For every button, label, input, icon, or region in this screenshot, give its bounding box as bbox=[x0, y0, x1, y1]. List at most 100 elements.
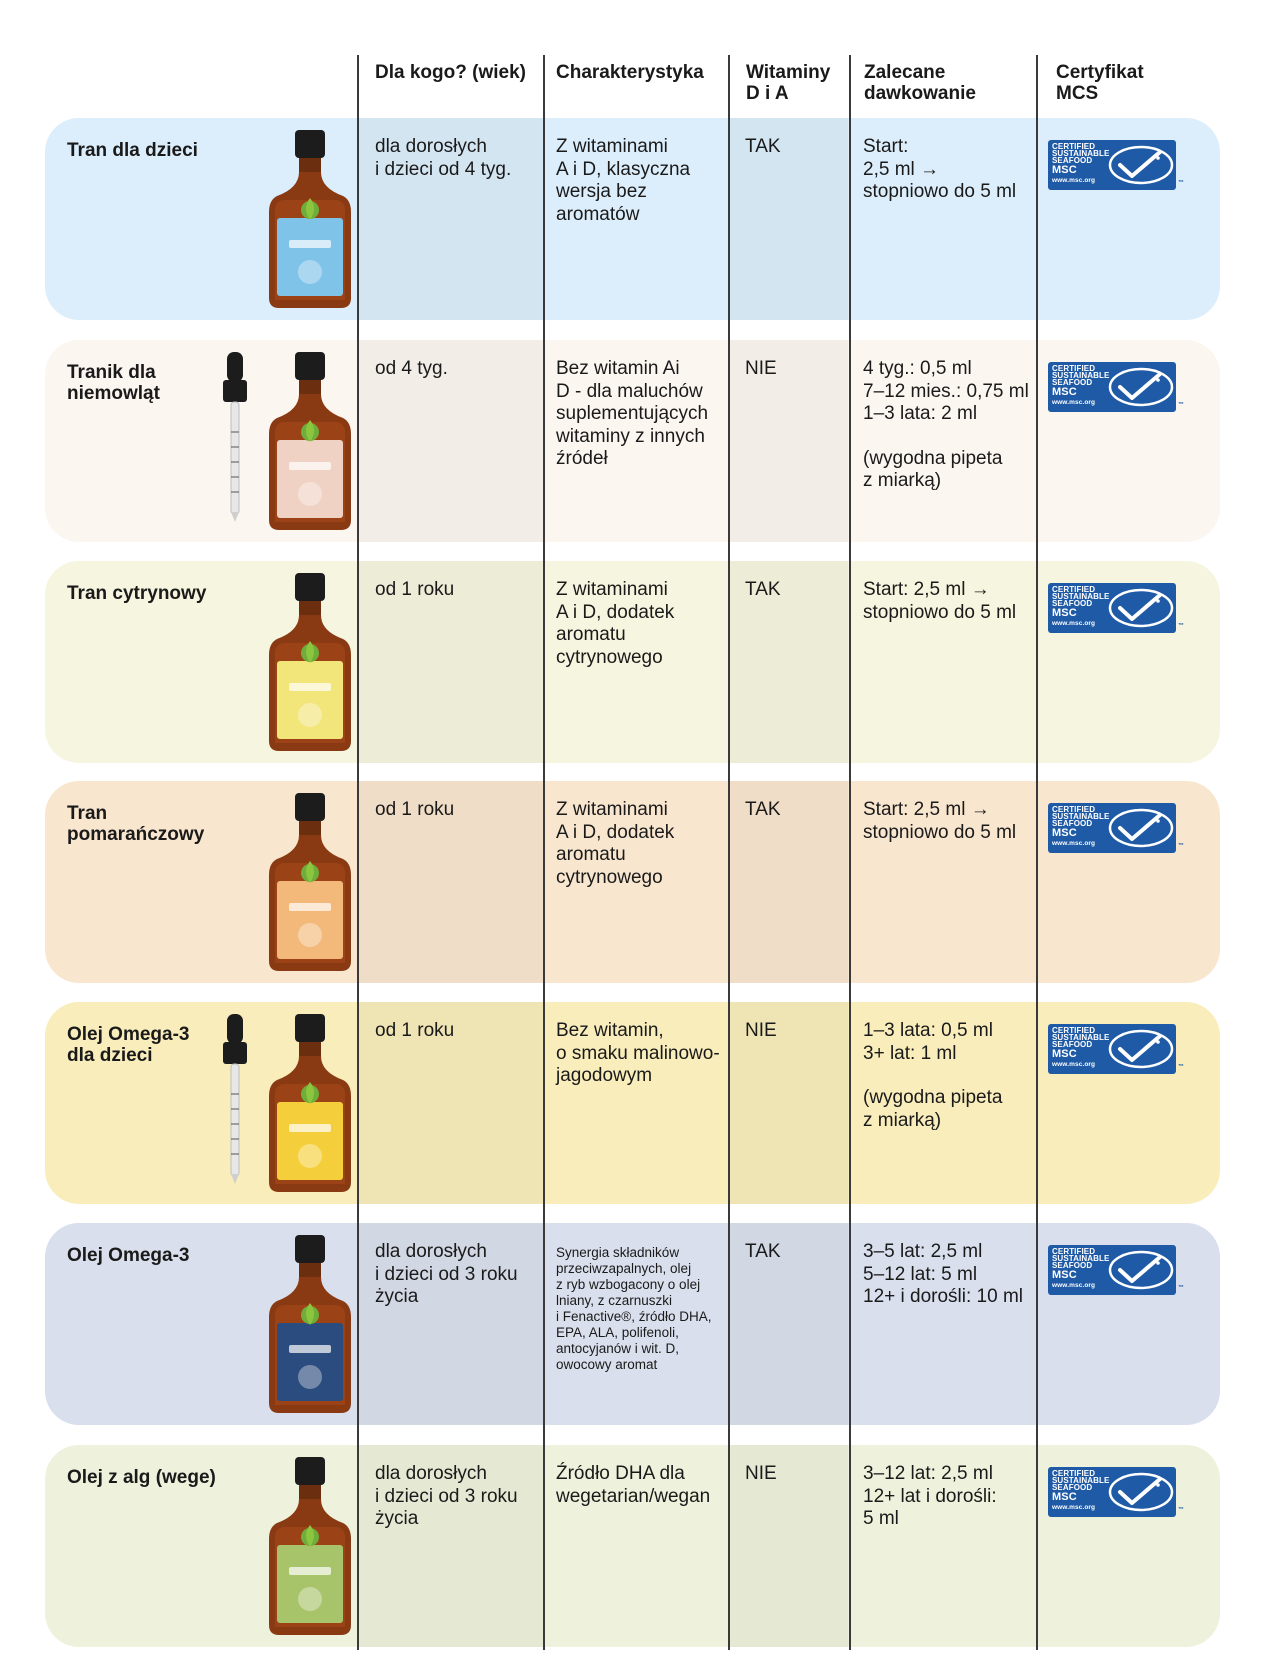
target-age-line: dla dorosłych bbox=[375, 1463, 487, 1484]
msc-logo: CERTIFIED SUSTAINABLE SEAFOOD MSC www.msc.or… bbox=[1048, 362, 1184, 416]
product-row: Olej z alg (wege) dla dorosłych i dzieci o… bbox=[45, 1445, 1220, 1647]
dosage-line: z miarką) bbox=[863, 470, 942, 491]
msc-logo-text: SUSTAINABLE bbox=[1052, 592, 1110, 601]
msc-logo-text: MSC bbox=[1052, 386, 1077, 398]
characteristics-line: cytrynowego bbox=[556, 646, 663, 668]
msc-logo-text: SEAFOOD bbox=[1052, 1040, 1093, 1049]
dosage-line: 12+ lat i dorośli: bbox=[863, 1485, 997, 1507]
characteristics: Z witaminami A i D, klasyczna wersja bez ar… bbox=[556, 136, 731, 226]
product-bottle-image bbox=[265, 573, 355, 753]
characteristics-line: antocyjanów i wit. D, bbox=[556, 1341, 680, 1356]
msc-fish-icon bbox=[1108, 808, 1174, 848]
target-age: od 4 tyg. bbox=[375, 358, 550, 381]
target-age-line: od 1 roku bbox=[375, 1020, 455, 1041]
msc-logo-text: SEAFOOD bbox=[1052, 378, 1093, 387]
characteristics: Bez witamin, o smaku malinowo-jagodowym bbox=[556, 1020, 731, 1088]
pipette-image bbox=[218, 1014, 252, 1184]
characteristics-line: A i D, klasyczna bbox=[556, 158, 691, 180]
column-divider bbox=[543, 55, 545, 1650]
product-name: Olej Omega-3 bbox=[67, 1245, 190, 1266]
msc-logo-text: MSC bbox=[1052, 1048, 1077, 1060]
dosage-line: 1–3 lata: 0,5 ml bbox=[863, 1020, 993, 1041]
characteristics-line: wegetarian/wegan bbox=[556, 1485, 711, 1507]
dosage-line: (wygodna pipeta bbox=[863, 1087, 1003, 1108]
dosage-line: 2,5 ml → bbox=[863, 158, 940, 180]
dosage-line: Start: 2,5 ml → bbox=[863, 799, 990, 820]
msc-trademark: ™ bbox=[1178, 1064, 1184, 1070]
characteristics-line: Bez witamin Ai bbox=[556, 358, 680, 379]
product-bottle-image bbox=[265, 352, 355, 532]
target-age-line: od 1 roku bbox=[375, 799, 455, 820]
dosage-line: 3+ lat: 1 ml bbox=[863, 1042, 957, 1064]
msc-logo-text: CERTIFIED bbox=[1052, 585, 1096, 594]
product-bottle-image bbox=[265, 1014, 355, 1194]
vitamins-value: TAK bbox=[745, 136, 781, 157]
column-divider bbox=[728, 55, 730, 1650]
msc-logo-text: SEAFOOD bbox=[1052, 599, 1093, 608]
dosage: 4 tyg.: 0,5 ml 7–12 mies.: 0,75 ml 1–3 lat… bbox=[863, 358, 1043, 493]
vitamins-value: TAK bbox=[745, 799, 781, 820]
msc-fish-icon bbox=[1108, 1029, 1174, 1069]
target-age-line: od 4 tyg. bbox=[375, 358, 448, 379]
msc-logo-text: SUSTAINABLE bbox=[1052, 149, 1110, 158]
msc-logo-text: SEAFOOD bbox=[1052, 156, 1093, 165]
dosage: Start: 2,5 ml → stopniowo do 5 ml bbox=[863, 136, 1043, 204]
vitamins-value: NIE bbox=[745, 1463, 777, 1484]
dosage-line: stopniowo do 5 ml bbox=[863, 181, 1017, 202]
dosage-line: 12+ i dorośli: 10 ml bbox=[863, 1286, 1023, 1307]
msc-trademark: ™ bbox=[1178, 1285, 1184, 1291]
msc-logo: CERTIFIED SUSTAINABLE SEAFOOD MSC www.msc.or… bbox=[1048, 140, 1184, 194]
dosage-line: 1–3 lata: 2 ml bbox=[863, 403, 978, 424]
msc-logo-text: SEAFOOD bbox=[1052, 1483, 1093, 1492]
dosage: 3–5 lat: 2,5 ml 5–12 lat: 5 ml 12+ i doroś… bbox=[863, 1241, 1043, 1309]
dosage-line: Start: bbox=[863, 136, 909, 157]
msc-logo-text: CERTIFIED bbox=[1052, 805, 1096, 814]
spacer bbox=[863, 1065, 1043, 1087]
msc-logo: CERTIFIED SUSTAINABLE SEAFOOD MSC www.msc.or… bbox=[1048, 1467, 1184, 1521]
msc-logo-text: www.msc.org bbox=[1052, 399, 1096, 406]
msc-trademark: ™ bbox=[1178, 1507, 1184, 1513]
characteristics-line: przeciwzapalnych, olej bbox=[556, 1261, 692, 1276]
dosage-line: stopniowo do 5 ml bbox=[863, 821, 1017, 843]
product-row: Olej Omega-3 dla dorosłych i dzieci od 3 r… bbox=[45, 1223, 1220, 1425]
product-name: Tranik dla niemowląt bbox=[67, 362, 160, 404]
msc-logo: CERTIFIED SUSTAINABLE SEAFOOD MSC www.msc.or… bbox=[1048, 1245, 1184, 1299]
characteristics-line: A i D, dodatek bbox=[556, 601, 675, 623]
vitamins-value: TAK bbox=[745, 579, 781, 600]
msc-logo-text: www.msc.org bbox=[1052, 1061, 1096, 1068]
characteristics-line: lniany, z czarnuszki bbox=[556, 1293, 673, 1308]
msc-trademark: ™ bbox=[1178, 402, 1184, 408]
characteristics-line: Synergia składników bbox=[556, 1245, 680, 1260]
msc-logo-text: www.msc.org bbox=[1052, 1504, 1096, 1511]
msc-logo-text: MSC bbox=[1052, 1491, 1077, 1503]
msc-fish-icon bbox=[1108, 1472, 1174, 1512]
characteristics-line: Z witaminami bbox=[556, 579, 668, 600]
target-age: od 1 roku bbox=[375, 799, 550, 822]
vitamins-value: TAK bbox=[745, 1241, 781, 1262]
target-age: od 1 roku bbox=[375, 1020, 550, 1043]
pipette-image bbox=[218, 352, 252, 522]
dosage-line: 3–12 lat: 2,5 ml bbox=[863, 1463, 993, 1484]
characteristics-line: i Fenactive®, źródło DHA, bbox=[556, 1309, 712, 1324]
target-age-line: życia bbox=[375, 1286, 419, 1307]
msc-logo-text: CERTIFIED bbox=[1052, 1247, 1096, 1256]
msc-fish-icon bbox=[1108, 145, 1174, 185]
product-name: Olej z alg (wege) bbox=[67, 1467, 216, 1488]
column-divider bbox=[849, 55, 851, 1650]
product-bottle-image bbox=[265, 130, 355, 310]
dosage-line: 5 ml bbox=[863, 1508, 899, 1529]
product-row: Tranik dla niemowląt od 4 tyg. Bez witamin… bbox=[45, 340, 1220, 542]
table-header: Dla kogo? (wiek) Charakterystyka Witamin… bbox=[0, 62, 1264, 122]
msc-logo-text: SEAFOOD bbox=[1052, 1261, 1093, 1270]
characteristics: Źródło DHA dla wegetarian/wegan bbox=[556, 1463, 731, 1508]
product-bottle-image bbox=[265, 793, 355, 973]
dosage-line: z miarką) bbox=[863, 1109, 942, 1131]
product-name: Tran dla dzieci bbox=[67, 140, 198, 161]
product-bottle-image bbox=[265, 1235, 355, 1415]
product-name: Tran pomarańczowy bbox=[67, 803, 205, 845]
msc-logo-text: MSC bbox=[1052, 164, 1077, 176]
msc-logo-text: SUSTAINABLE bbox=[1052, 1254, 1110, 1263]
target-age-line: dla dorosłych bbox=[375, 1241, 487, 1262]
characteristics-line: aromatu bbox=[556, 844, 626, 865]
msc-logo-text: www.msc.org bbox=[1052, 1282, 1096, 1289]
